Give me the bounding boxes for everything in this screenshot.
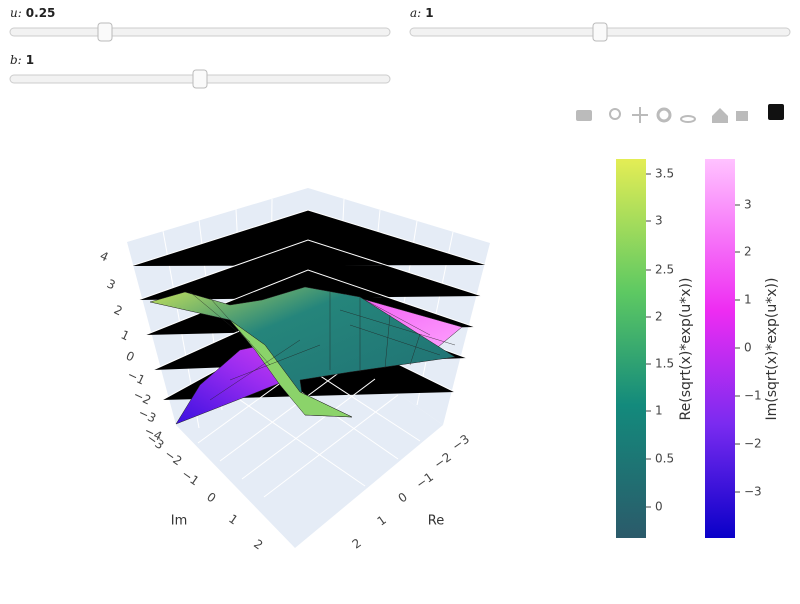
slider-name: b: — [10, 53, 22, 67]
slider-label: b: 1 — [10, 53, 34, 67]
colorbar-tick-label: 2 — [744, 245, 752, 259]
plotly-logo[interactable] — [768, 104, 784, 120]
slider-name: a: — [410, 6, 421, 20]
re-tick-label: 1 — [375, 513, 389, 529]
colorbar-tick-label: 0 — [655, 500, 663, 514]
z-tick-label: −4 — [142, 423, 164, 443]
z-tick-label: −1 — [125, 367, 147, 387]
slider-name: u: — [10, 6, 22, 20]
toolbar — [576, 104, 784, 123]
colorbar-tick-label: 1.5 — [655, 357, 674, 371]
im-tick-label: 2 — [251, 537, 265, 553]
slider-value: 1 — [425, 6, 433, 20]
turntable-icon[interactable] — [680, 115, 696, 123]
re-tick-label: −1 — [413, 470, 436, 492]
im-tick-label: 0 — [204, 490, 218, 506]
im-tick-label: 1 — [226, 512, 240, 528]
colorbar-title: Re(sqrt(x)*exp(u*x)) — [678, 278, 694, 421]
z-tick-label: 1 — [119, 328, 132, 344]
colorbar-title: Im(sqrt(x)*exp(u*x)) — [764, 278, 780, 421]
re-tick-label: −2 — [431, 450, 454, 472]
mesh — [189, 291, 456, 401]
y-axis-title: Im — [171, 514, 188, 529]
sliders: u: 0.25 a: 1 b: 1 — [9, 6, 791, 89]
slider-value: 1 — [26, 53, 34, 67]
im-tick-label: −1 — [179, 467, 202, 489]
colorbar-tick-label: 2.5 — [655, 263, 674, 277]
x-axis-title: Re — [428, 514, 444, 529]
re-tick-label: 0 — [396, 490, 410, 506]
slider-label: a: 1 — [410, 6, 434, 20]
colorbar-tick-label: 3.5 — [655, 167, 674, 181]
colorbar-tick-label: 0 — [744, 341, 752, 355]
video-icon[interactable] — [736, 111, 748, 121]
z-tick-label: −2 — [131, 387, 153, 407]
camera-icon[interactable] — [576, 110, 592, 121]
z-tick-label: 3 — [105, 277, 118, 293]
re-tick-label: 2 — [350, 536, 364, 552]
colorbar — [616, 159, 646, 538]
colorbar-tick-label: −3 — [744, 485, 762, 499]
colorbar-tick-label: 1 — [744, 293, 752, 307]
pan-icon[interactable] — [632, 107, 648, 123]
colorbar-tick-label: 2 — [655, 310, 663, 324]
re-tick-label: −3 — [449, 432, 472, 454]
colorbar-tick-label: −2 — [744, 437, 762, 451]
slider-label: u: 0.25 — [10, 6, 55, 20]
im-tick-label: −2 — [162, 447, 185, 469]
colorbar-tick-label: 0.5 — [655, 452, 674, 466]
slider-handle[interactable] — [97, 22, 113, 42]
colorbar-tick-label: −1 — [744, 389, 762, 403]
home-icon[interactable] — [712, 108, 728, 123]
z-tick-label: 2 — [112, 303, 125, 319]
z-tick-label: 4 — [98, 249, 111, 265]
colorbars: 3.5 3 2.5 2 1.5 1 0.5 0 Re(sqrt(x)*exp(u*x)) 3 2 1 0… — [616, 159, 780, 538]
colorbar-tick-label: 3 — [655, 214, 663, 228]
orbit-icon[interactable] — [656, 107, 672, 123]
zoom-icon[interactable] — [609, 108, 621, 120]
colorbar — [705, 159, 735, 538]
slider-handle[interactable] — [192, 69, 208, 89]
z-tick-label: 0 — [124, 349, 137, 365]
slider-handle[interactable] — [592, 22, 608, 42]
colorbar-tick-label: 1 — [655, 404, 663, 418]
surface-re — [229, 319, 353, 418]
z-tick-label: −3 — [136, 405, 158, 425]
slider-track[interactable] — [9, 27, 391, 37]
colorbar-tick-label: 3 — [744, 198, 752, 212]
slider-value: 0.25 — [26, 6, 56, 20]
